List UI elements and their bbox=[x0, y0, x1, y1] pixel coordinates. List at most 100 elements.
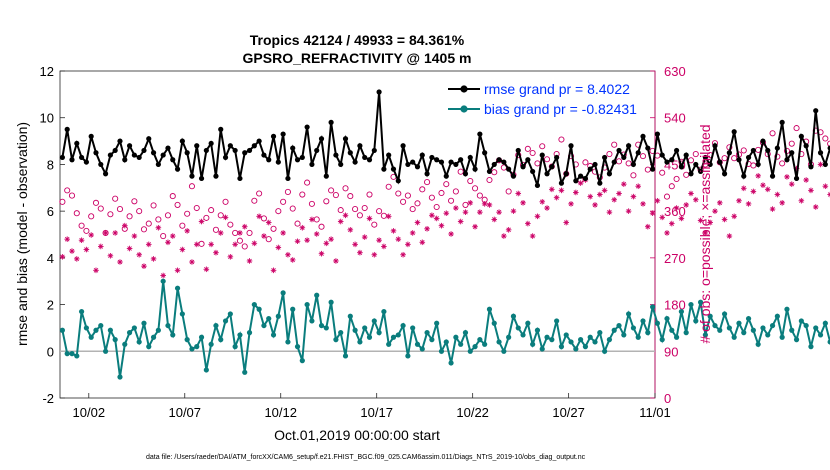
assimilated-obs-stroke bbox=[309, 217, 315, 222]
assimilated-obs-point bbox=[529, 233, 536, 239]
bias-point bbox=[741, 330, 747, 336]
bias-point bbox=[597, 330, 603, 336]
bias-point bbox=[707, 313, 713, 319]
rmse-point bbox=[189, 173, 195, 179]
assimilated-obs-stroke bbox=[736, 198, 742, 204]
possible-obs-point bbox=[668, 183, 675, 190]
right-tick-label: 90 bbox=[664, 344, 678, 359]
bias-point bbox=[88, 334, 94, 340]
bias-point bbox=[74, 353, 80, 359]
rmse-point bbox=[534, 182, 541, 189]
rmse-point bbox=[155, 161, 161, 168]
bias-point bbox=[678, 308, 684, 315]
rmse-point bbox=[779, 119, 785, 125]
assimilated-obs-point bbox=[731, 213, 737, 220]
assimilated-obs-point bbox=[289, 257, 296, 263]
legend-bias-marker bbox=[460, 105, 468, 113]
assimilated-obs-stroke bbox=[280, 230, 286, 236]
possible-obs-point bbox=[236, 237, 243, 244]
possible-obs-point bbox=[299, 191, 306, 198]
possible-obs-point bbox=[78, 222, 85, 229]
rmse-point bbox=[395, 178, 401, 184]
assimilated-obs-point bbox=[577, 180, 584, 186]
assimilated-obs-point bbox=[467, 200, 474, 206]
right-tick-label: 540 bbox=[664, 111, 686, 126]
assimilated-obs-stroke bbox=[69, 248, 75, 254]
assimilated-obs-point bbox=[285, 251, 291, 258]
rmse-point bbox=[424, 171, 430, 177]
possible-obs-point bbox=[443, 181, 450, 188]
bias-point bbox=[745, 315, 752, 322]
assimilated-obs-stroke bbox=[405, 242, 411, 247]
assimilated-obs-stroke bbox=[803, 177, 809, 183]
assimilated-obs-point bbox=[347, 227, 354, 233]
possible-obs-point bbox=[112, 195, 119, 202]
assimilated-obs-point bbox=[645, 223, 651, 230]
bias-point bbox=[453, 334, 459, 340]
bias-point bbox=[472, 344, 478, 350]
bias-point bbox=[731, 334, 737, 340]
bias-point bbox=[160, 278, 166, 284]
bias-point bbox=[371, 318, 377, 324]
possible-obs-point bbox=[822, 135, 829, 142]
bias-point bbox=[400, 322, 406, 329]
assimilated-obs-point bbox=[597, 191, 603, 198]
bias-point bbox=[578, 337, 584, 343]
possible-obs-point bbox=[472, 185, 479, 192]
assimilated-obs-stroke bbox=[770, 206, 775, 212]
assimilated-obs-stroke bbox=[635, 183, 641, 189]
possible-obs-point bbox=[107, 211, 114, 218]
assimilated-obs-point bbox=[779, 200, 785, 206]
assimilated-obs-stroke bbox=[199, 219, 204, 224]
bias-series-markers bbox=[59, 278, 830, 380]
assimilated-obs-stroke bbox=[266, 220, 272, 225]
possible-obs-point bbox=[251, 197, 258, 204]
assimilated-obs-point bbox=[659, 214, 665, 221]
assimilated-obs-stroke bbox=[367, 216, 372, 221]
bias-point bbox=[582, 344, 589, 350]
assimilated-obs-point bbox=[654, 197, 661, 204]
assimilated-obs-stroke bbox=[127, 246, 132, 251]
bias-point bbox=[462, 330, 469, 336]
assimilated-obs-point bbox=[405, 241, 411, 248]
assimilated-obs-stroke bbox=[722, 217, 727, 222]
assimilated-obs-point bbox=[784, 174, 790, 180]
chart-title-line1: Tropics 42124 / 49933 = 84.361% bbox=[250, 32, 465, 48]
rmse-point bbox=[688, 171, 694, 177]
bias-point bbox=[338, 330, 344, 336]
assimilated-obs-point bbox=[635, 183, 642, 190]
assimilated-obs-point bbox=[217, 230, 224, 236]
bias-point bbox=[131, 325, 137, 331]
assimilated-obs-point bbox=[630, 193, 637, 200]
assimilated-obs-point bbox=[544, 205, 550, 211]
possible-obs-point bbox=[88, 213, 95, 220]
assimilated-obs-point bbox=[145, 241, 152, 248]
bias-series-line bbox=[61, 281, 830, 378]
bias-point bbox=[251, 301, 257, 308]
y-axis-label: rmse and bias (model - observation) bbox=[14, 122, 30, 346]
assimilated-obs-stroke bbox=[731, 214, 737, 219]
bias-point bbox=[664, 315, 670, 322]
assimilated-obs-point bbox=[400, 251, 406, 258]
assimilated-obs-point bbox=[515, 190, 522, 197]
rmse-point bbox=[717, 159, 723, 165]
bias-point bbox=[784, 306, 790, 312]
assimilated-obs-stroke bbox=[482, 201, 487, 207]
assimilated-obs-stroke bbox=[108, 253, 113, 259]
bias-point bbox=[261, 322, 267, 329]
possible-obs-point bbox=[342, 185, 349, 192]
bottom-axis-ticks: 10/02 10/07 10/12 10/17 10/22 10/27 11/01 bbox=[73, 393, 671, 420]
assimilated-obs-point bbox=[697, 217, 704, 224]
rmse-point bbox=[784, 157, 790, 163]
possible-obs-point bbox=[740, 147, 747, 154]
rmse-point bbox=[414, 164, 421, 170]
assimilated-obs-stroke bbox=[117, 259, 123, 265]
possible-obs-point bbox=[188, 183, 196, 190]
possible-obs-point bbox=[639, 153, 647, 160]
bias-point bbox=[486, 306, 493, 312]
possible-obs-point bbox=[145, 220, 152, 227]
bias-point bbox=[717, 327, 723, 333]
possible-obs-point bbox=[582, 159, 589, 166]
rmse-point bbox=[386, 152, 392, 158]
possible-obs-point bbox=[150, 202, 157, 209]
